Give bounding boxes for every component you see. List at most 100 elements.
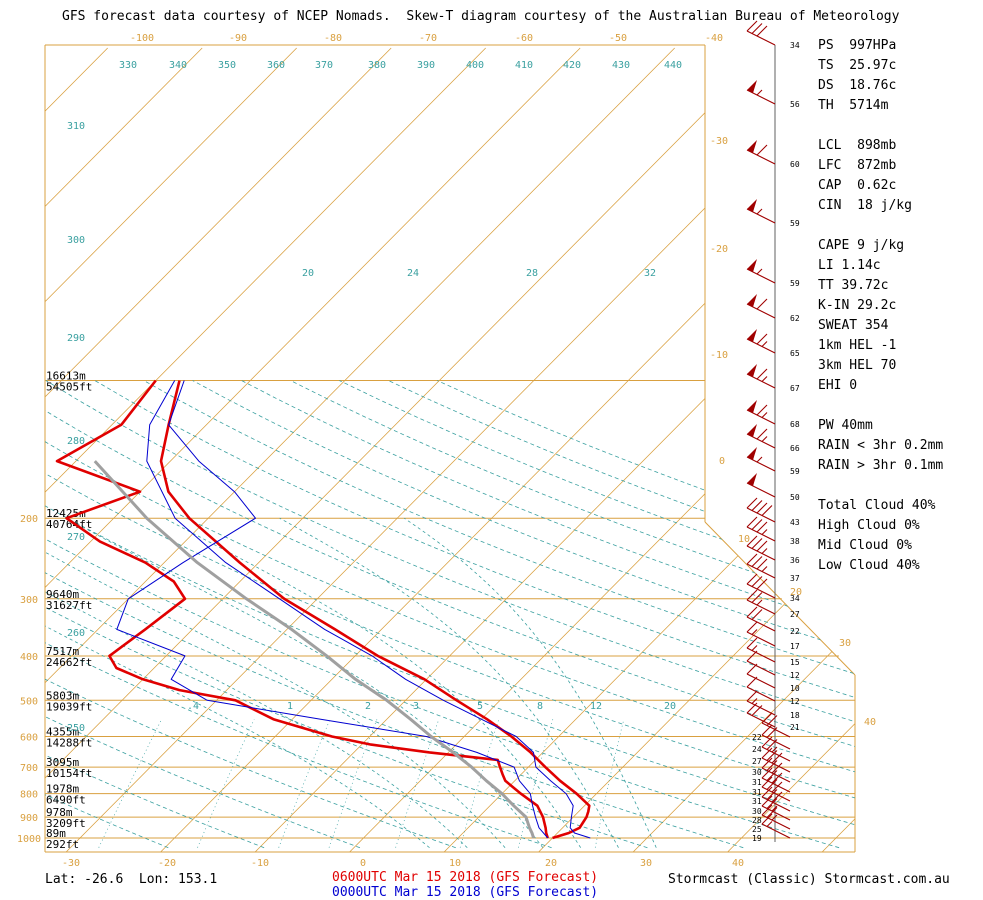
info-key: Low Cloud [818,558,889,573]
x-tick-bottom-30: 30 [640,858,652,869]
wind-speed-label-10: 59 [790,467,800,476]
wind-barb-31 [761,767,791,793]
height-m-100: 16613m [46,370,86,383]
wind-speed-label-16: 34 [790,594,800,603]
height-m-400: 7517m [46,645,79,658]
theta-e-label-20: 20 [302,268,314,279]
info-value: 9 j/kg [849,238,905,253]
mixing-ratio-label-2: 2 [365,701,371,712]
info-value: 39.72c [833,278,889,293]
wind-barb-33 [761,786,791,812]
pressure-tick-600: 600 [20,733,38,744]
theta-label-310: 310 [67,121,85,132]
info-value: 18.76c [833,78,897,93]
info-key: CAPE [818,238,850,253]
theta-label-380: 380 [368,60,386,71]
wind-barb-2 [746,140,776,165]
info-key: High Cloud [818,518,897,533]
info-value: -1 [872,338,897,353]
height-ft-300: 31627ft [46,599,92,612]
info-key: Mid Cloud [818,538,889,553]
x-tick-bottom-0: 0 [360,858,366,869]
wind-speed-label-35: 25 [752,825,762,834]
info-ts: TS 25.97c [818,58,896,73]
theta-e-label-28: 28 [526,268,538,279]
height-m-800: 1978m [46,783,79,796]
skewed-tick-40: 40 [864,717,876,728]
wind-speed-label-9: 66 [790,444,800,453]
x-tick-bottom-10: 10 [449,858,461,869]
info-rain-3hr: RAIN < 3hr 0.2mm [818,438,943,453]
info-ehi: EHI 0 [818,378,857,393]
wind-speed-label-6: 65 [790,349,800,358]
height-ft-100: 54505ft [46,381,92,394]
info-value: 25.97c [833,58,897,73]
theta-label-300: 300 [67,235,85,246]
info-key: 3km HEL [818,358,873,373]
wind-speed-label-30: 31 [752,778,762,787]
wind-speed-label-22: 10 [790,684,800,693]
dry-adiabat-400 [192,380,855,849]
theta-label-250: 250 [67,723,85,734]
wind-barb-32 [761,776,791,802]
info-key: PS [818,38,834,53]
wind-barb-24 [746,690,776,716]
wind-speed-label-11: 50 [790,493,800,502]
info-value: 0% [896,518,920,533]
skewed-tick--30: -30 [710,136,728,147]
footer-latlon: Lat: -26.6 Lon: 153.1 [45,872,218,887]
mixing-ratio-label-.4: .4 [187,701,199,712]
wind-barb-4 [746,259,776,284]
info-key: TS [818,58,834,73]
info-value: 0% [888,538,912,553]
dry-adiabat-300 [45,380,648,849]
wind-barb-14 [746,535,776,561]
theta-label-370: 370 [315,60,333,71]
wind-barb-36 [761,813,791,839]
pressure-tick-800: 800 [20,790,38,801]
info-key: CAP [818,178,842,193]
theta-label-400: 400 [466,60,484,71]
wind-speed-label-23: 12 [790,697,800,706]
info-value: 898mb [841,138,897,153]
wind-barb-16 [746,573,776,599]
x-tick-top--70: -70 [419,33,437,44]
info-lcl: LCL 898mb [818,138,896,153]
wind-barb-30 [761,757,791,783]
info-ps: PS 997HPa [818,38,896,53]
info-value: 40% [888,558,920,573]
wind-barbs: 34 56 60 59 59 62 65 67 68 66 59 50 43 38 36 37 34 27 22 17… [746,20,800,843]
wind-speed-label-32: 31 [752,797,762,806]
info-key: CIN [818,198,842,213]
wind-speed-label-20: 15 [790,658,800,667]
info-key: LCL [818,138,842,153]
wind-barb-18 [746,606,776,632]
dry-adiabat-270 [45,380,361,849]
wind-barb-25 [746,702,776,728]
x-tick-bottom-20: 20 [545,858,557,869]
skewed-tick-0: 0 [719,456,725,467]
theta-label-330: 330 [119,60,137,71]
wind-speed-label-33: 30 [752,807,762,816]
isotherm-20 [538,47,855,852]
dry-adiabat-380 [94,380,855,849]
height-ft-900: 3209ft [46,817,86,830]
isotherm--100 [45,47,203,852]
chart-header: GFS forecast data courtesy of NCEP Nomad… [62,9,900,24]
run-0000-temperature-line [146,380,591,839]
height-ft-600: 14288ft [46,737,92,750]
mixing-ratio-label-20: 20 [664,701,676,712]
theta-label-270: 270 [67,532,85,543]
info-li: LI 1.14c [818,258,881,273]
info-ds: DS 18.76c [818,78,896,93]
x-tick-top--40: -40 [705,33,723,44]
mixing-ratio-20 [594,719,625,848]
isotherm--70 [45,47,486,852]
wind-barb-20 [746,637,776,663]
info-th: TH 5714m [818,98,888,113]
pressure-tick-200: 200 [20,514,38,525]
info-key: RAIN > 3hr [818,458,897,473]
height-m-200: 12425m [46,507,86,520]
wind-speed-label-34: 28 [752,816,762,825]
